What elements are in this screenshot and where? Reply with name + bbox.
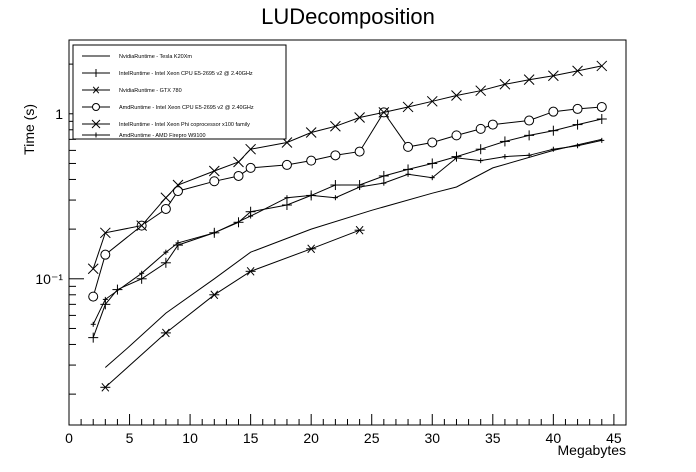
data-point-circle — [475, 123, 486, 134]
data-point-circle — [172, 186, 183, 197]
legend-label: IntelRuntime - Intel Xeon Phi coprocesso… — [119, 122, 250, 128]
data-point-cross-b — [208, 165, 220, 177]
legend-entry-6: AmdRuntime - AMD Firepro W9100 — [82, 132, 206, 139]
data-point-cross-b — [499, 78, 511, 90]
series-2 — [88, 113, 607, 343]
data-point-circle — [451, 130, 462, 141]
legend-label: NvidiaRuntime - GTX 780 — [119, 88, 182, 94]
data-point-circle — [596, 101, 607, 112]
data-point-asterisk-b — [355, 225, 364, 235]
data-point-asterisk-b — [246, 266, 255, 276]
data-point-circle — [100, 249, 111, 260]
data-point-asterisk-b — [161, 328, 170, 338]
data-point-asterisk-b — [307, 244, 316, 254]
data-point-asterisk-b — [101, 382, 110, 392]
data-point-cross-b — [354, 112, 365, 123]
x-tick-label: 15 — [243, 430, 259, 446]
legend-label: IntelRuntime - Intel Xeon CPU E5-2695 v2… — [119, 71, 253, 77]
x-axis-ticks: 0 5 10 15 20 25 30 35 40 45 — [65, 414, 627, 446]
data-point-cross-b — [596, 60, 608, 72]
x-tick-label: 45 — [606, 430, 622, 446]
data-point-circle — [233, 170, 244, 181]
x-axis-label: Megabytes — [558, 442, 626, 458]
data-point-circle — [330, 150, 341, 161]
data-point-circle — [160, 203, 171, 214]
x-tick-label: 20 — [303, 430, 319, 446]
legend-label: NvidiaRuntime - Tesla K20Xm — [119, 54, 192, 60]
data-point-cross-b — [451, 90, 462, 101]
data-point-circle — [487, 119, 498, 130]
series-line — [92, 118, 602, 338]
y-axis-label: Time (s) — [21, 104, 37, 155]
data-point-cross-b — [160, 192, 172, 204]
data-point-cross-b — [426, 95, 438, 107]
data-point-circle — [354, 146, 365, 157]
x-tick-label: 25 — [364, 430, 380, 446]
chart-title: LUDecomposition — [261, 4, 435, 29]
legend-entry-2: IntelRuntime - Intel Xeon CPU E5-2695 v2… — [82, 69, 253, 77]
legend-label: AmdRuntime - Intel Xeon CPU E5-2695 v2 @… — [119, 105, 254, 111]
x-tick-label: 30 — [424, 430, 440, 446]
legend-box — [72, 44, 287, 140]
data-point-cross-b — [330, 120, 341, 132]
series-line — [92, 106, 602, 297]
x-tick-label: 40 — [546, 430, 562, 446]
legend: NvidiaRuntime - Tesla K20Xm IntelRuntime … — [72, 44, 287, 140]
data-point-circle — [92, 103, 100, 111]
x-tick-label: 0 — [65, 430, 73, 446]
data-point-circle — [281, 159, 292, 170]
data-point-asterisk-b — [210, 290, 219, 300]
series-line — [92, 65, 602, 269]
data-point-circle — [524, 115, 535, 126]
data-point-cross-b — [305, 127, 317, 138]
data-point-cross-b — [572, 65, 583, 77]
data-point-circle — [209, 176, 220, 187]
data-point-cross-b — [281, 137, 293, 148]
data-point-cross-b — [136, 220, 148, 231]
data-point-cross-b — [547, 70, 559, 82]
series-line — [104, 138, 602, 368]
x-tick-label: 10 — [182, 430, 198, 446]
series-layer — [87, 60, 608, 392]
data-point-circle — [548, 106, 559, 117]
data-point-circle — [88, 291, 99, 302]
data-point-circle — [427, 137, 438, 148]
legend-entry-3: NvidiaRuntime - GTX 780 — [82, 86, 182, 94]
series-6 — [90, 137, 605, 327]
data-point-cross-b — [87, 263, 99, 275]
data-point-circle — [306, 155, 317, 166]
x-tick-label: 5 — [126, 430, 134, 446]
series-3 — [100, 225, 365, 392]
data-point-cross-b — [402, 101, 414, 113]
x-tick-label: 35 — [485, 430, 501, 446]
legend-entry-5: IntelRuntime - Intel Xeon Phi coprocesso… — [82, 119, 250, 129]
data-point-cross-b — [99, 227, 111, 239]
data-point-cross-b — [475, 85, 487, 97]
legend-entry-1: NvidiaRuntime - Tesla K20Xm — [82, 54, 192, 60]
y-tick-label: 1 — [55, 106, 63, 122]
legend-entry-4: AmdRuntime - Intel Xeon CPU E5-2695 v2 @… — [82, 103, 254, 111]
data-point-cross-b — [523, 74, 535, 86]
data-point-circle — [245, 162, 256, 173]
y-axis-ticks: 10⁻¹ 1 — [35, 63, 84, 395]
data-point-cross-b — [233, 156, 244, 168]
data-point-cross-b — [378, 107, 390, 118]
data-point-asterisk-b — [92, 86, 100, 94]
data-point-cross-b — [245, 143, 256, 155]
series-5 — [87, 60, 608, 275]
y-tick-label: 10⁻¹ — [35, 271, 63, 287]
series-1 — [104, 138, 602, 368]
data-point-circle — [572, 103, 583, 114]
data-point-cross-b — [91, 119, 101, 129]
data-point-cross-b — [172, 179, 184, 191]
data-point-circle — [403, 141, 414, 152]
series-line — [92, 139, 602, 325]
series-line — [104, 229, 360, 388]
legend-label: AmdRuntime - AMD Firepro W9100 — [119, 133, 206, 139]
